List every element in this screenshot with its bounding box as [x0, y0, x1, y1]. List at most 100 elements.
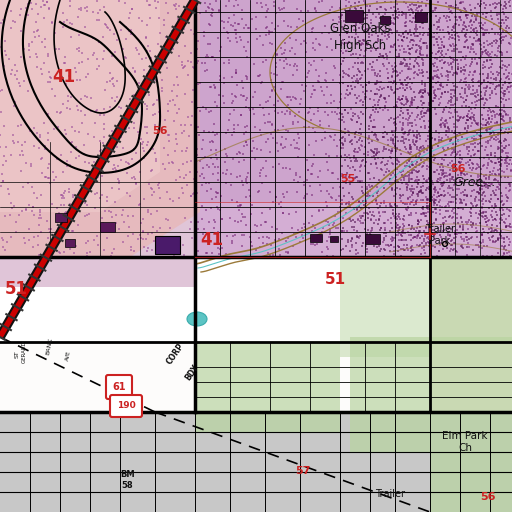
Point	[438, 160, 446, 168]
Point	[438, 90, 446, 98]
Point	[417, 86, 425, 94]
Point	[473, 59, 481, 67]
Point	[46, 179, 54, 187]
Point	[387, 154, 395, 162]
Point	[409, 79, 417, 87]
Point	[427, 157, 435, 165]
Point	[151, 121, 159, 129]
Point	[430, 191, 438, 200]
Point	[376, 50, 384, 58]
Text: 51: 51	[325, 272, 346, 287]
Point	[343, 153, 351, 161]
Point	[386, 202, 394, 210]
Point	[81, 239, 90, 247]
Point	[460, 78, 468, 86]
Point	[7, 233, 15, 242]
Point	[458, 169, 466, 178]
Point	[365, 132, 373, 140]
Point	[434, 0, 442, 6]
Point	[457, 0, 465, 6]
Point	[75, 75, 83, 83]
Point	[388, 62, 396, 70]
Point	[446, 15, 454, 24]
Point	[374, 204, 382, 212]
Point	[411, 88, 419, 96]
Point	[423, 217, 431, 225]
Point	[391, 118, 399, 126]
Point	[262, 24, 270, 32]
Point	[283, 60, 291, 68]
Point	[358, 211, 367, 220]
Point	[498, 51, 506, 59]
Point	[411, 233, 419, 241]
Point	[390, 139, 398, 147]
Point	[391, 59, 399, 68]
Point	[414, 111, 422, 119]
Point	[472, 220, 480, 228]
Point	[373, 200, 381, 208]
Point	[365, 210, 373, 218]
Point	[477, 19, 485, 28]
Point	[214, 189, 222, 197]
Point	[459, 94, 467, 102]
Point	[475, 188, 483, 197]
Point	[395, 209, 403, 218]
Point	[143, 0, 151, 5]
Point	[394, 8, 402, 16]
Point	[446, 93, 455, 101]
Point	[376, 14, 384, 22]
Point	[491, 152, 499, 160]
Point	[483, 139, 492, 147]
Point	[108, 127, 116, 136]
Point	[91, 204, 99, 212]
Point	[453, 131, 461, 139]
Point	[477, 209, 485, 217]
Point	[406, 150, 414, 158]
Point	[487, 12, 495, 20]
Point	[410, 132, 418, 140]
Point	[437, 239, 445, 247]
Point	[482, 84, 490, 92]
Point	[354, 65, 362, 73]
Point	[361, 26, 369, 34]
Point	[150, 237, 158, 245]
Point	[402, 100, 411, 108]
Point	[405, 6, 413, 14]
Point	[168, 96, 177, 104]
Point	[422, 199, 431, 207]
Point	[404, 116, 413, 124]
Point	[238, 177, 246, 185]
Point	[396, 46, 404, 54]
Point	[472, 241, 480, 249]
Point	[440, 12, 449, 20]
Point	[198, 145, 206, 153]
Point	[417, 217, 425, 225]
Point	[28, 5, 36, 13]
Point	[372, 216, 380, 224]
Point	[487, 134, 496, 142]
Point	[485, 114, 493, 122]
Point	[37, 155, 45, 163]
Point	[438, 89, 446, 97]
Point	[61, 209, 69, 217]
Point	[263, 7, 271, 15]
Point	[367, 235, 375, 243]
Point	[396, 185, 404, 193]
Point	[100, 47, 108, 55]
Point	[425, 185, 433, 194]
Point	[480, 154, 488, 162]
Point	[428, 230, 436, 238]
Point	[489, 75, 498, 83]
Point	[339, 224, 348, 232]
Point	[11, 60, 19, 69]
Point	[408, 246, 416, 254]
Point	[481, 192, 489, 200]
Point	[83, 252, 92, 261]
Point	[163, 216, 172, 224]
Point	[8, 66, 16, 74]
Point	[489, 80, 497, 88]
Point	[22, 4, 30, 12]
Point	[172, 5, 180, 13]
Point	[389, 131, 397, 139]
Point	[444, 202, 453, 210]
